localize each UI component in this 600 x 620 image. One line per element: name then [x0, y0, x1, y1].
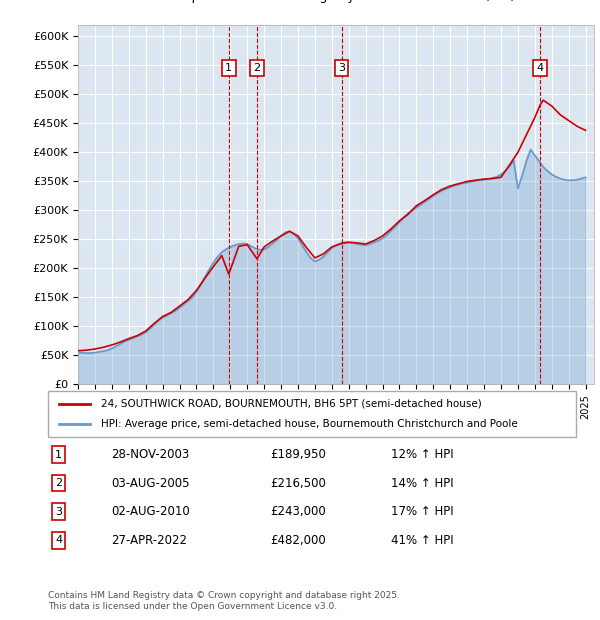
Text: 2: 2 — [55, 478, 62, 488]
Text: 28-NOV-2003: 28-NOV-2003 — [112, 448, 190, 461]
Text: 17% ↑ HPI: 17% ↑ HPI — [391, 505, 454, 518]
Text: 4: 4 — [536, 63, 544, 73]
Text: 24, SOUTHWICK ROAD, BOURNEMOUTH, BH6 5PT (semi-detached house): 24, SOUTHWICK ROAD, BOURNEMOUTH, BH6 5PT… — [101, 399, 482, 409]
Text: HPI: Average price, semi-detached house, Bournemouth Christchurch and Poole: HPI: Average price, semi-detached house,… — [101, 419, 518, 429]
Text: £482,000: £482,000 — [270, 534, 326, 547]
Text: 03-AUG-2005: 03-AUG-2005 — [112, 477, 190, 490]
Text: Contains HM Land Registry data © Crown copyright and database right 2025.
This d: Contains HM Land Registry data © Crown c… — [48, 591, 400, 611]
Text: 14% ↑ HPI: 14% ↑ HPI — [391, 477, 454, 490]
Text: 02-AUG-2010: 02-AUG-2010 — [112, 505, 190, 518]
Text: 4: 4 — [55, 536, 62, 546]
Text: 12% ↑ HPI: 12% ↑ HPI — [391, 448, 454, 461]
Text: 27-APR-2022: 27-APR-2022 — [112, 534, 187, 547]
Text: £216,500: £216,500 — [270, 477, 326, 490]
FancyBboxPatch shape — [48, 391, 576, 437]
Text: Price paid vs. HM Land Registry's House Price Index (HPI): Price paid vs. HM Land Registry's House … — [157, 0, 515, 3]
Text: 1: 1 — [225, 63, 232, 73]
Text: 3: 3 — [55, 507, 62, 517]
Text: 2: 2 — [253, 63, 260, 73]
Text: £189,950: £189,950 — [270, 448, 326, 461]
Text: 3: 3 — [338, 63, 345, 73]
Text: £243,000: £243,000 — [270, 505, 326, 518]
Text: 41% ↑ HPI: 41% ↑ HPI — [391, 534, 454, 547]
Text: 1: 1 — [55, 450, 62, 459]
